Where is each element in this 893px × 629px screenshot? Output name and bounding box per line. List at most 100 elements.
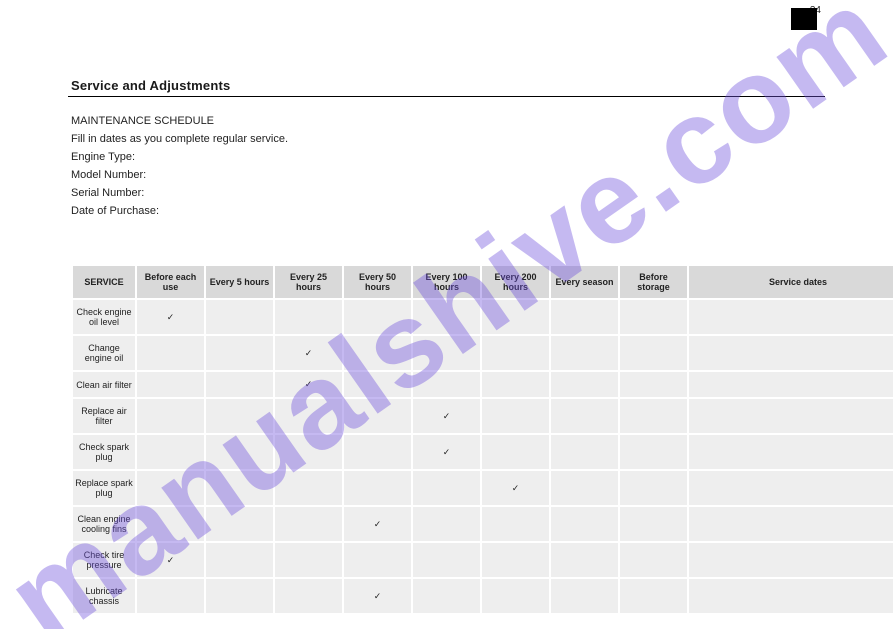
table-row: Clean engine cooling fins ✓ [73, 507, 893, 541]
table-row: Replace air filter ✓ [73, 399, 893, 433]
table-row: Lubricate chassis✓ [73, 579, 893, 613]
intro-line-3: Engine Type: [71, 148, 825, 166]
table-cell [413, 300, 480, 334]
table-cell [206, 336, 273, 370]
table-cell: Clean engine cooling fins [73, 507, 135, 541]
table-cell: ✓ [344, 579, 411, 613]
table-cell: ✓ [275, 372, 342, 397]
table-cell [344, 300, 411, 334]
table-cell [689, 543, 893, 577]
table-cell: ✓ [137, 543, 204, 577]
table-row: Clean air filter✓ [73, 372, 893, 397]
col-header: Every 50 hours [344, 266, 411, 298]
table-cell [413, 471, 480, 505]
table-cell [551, 372, 618, 397]
table-cell [689, 372, 893, 397]
table-cell [482, 579, 549, 613]
intro-line-6: Date of Purchase: [71, 202, 825, 220]
table-cell [275, 579, 342, 613]
table-cell [206, 579, 273, 613]
table-cell [482, 336, 549, 370]
intro-block: MAINTENANCE SCHEDULE Fill in dates as yo… [71, 112, 825, 220]
table-cell [413, 579, 480, 613]
table-row: Check spark plug ✓ [73, 435, 893, 469]
table-cell [344, 399, 411, 433]
col-header: SERVICE [73, 266, 135, 298]
table-cell: Change engine oil [73, 336, 135, 370]
table-cell [551, 300, 618, 334]
table-cell [275, 435, 342, 469]
table-cell [689, 399, 893, 433]
table-cell [137, 336, 204, 370]
table-cell: Check tire pressure [73, 543, 135, 577]
col-header: Before storage [620, 266, 687, 298]
table-cell [206, 435, 273, 469]
table-cell [689, 300, 893, 334]
table: SERVICE Before each use Every 5 hours Ev… [71, 264, 893, 615]
table-cell [551, 471, 618, 505]
table-cell [206, 300, 273, 334]
col-header: Before each use [137, 266, 204, 298]
table-cell [344, 435, 411, 469]
table-cell [137, 579, 204, 613]
maintenance-table: SERVICE Before each use Every 5 hours Ev… [71, 264, 890, 615]
table-cell [689, 336, 893, 370]
page-marker-block [791, 8, 817, 30]
table-cell [620, 507, 687, 541]
intro-line-4: Model Number: [71, 166, 825, 184]
table-cell [620, 471, 687, 505]
table-cell [551, 399, 618, 433]
col-header: Service dates [689, 266, 893, 298]
table-cell: Replace air filter [73, 399, 135, 433]
table-cell [275, 300, 342, 334]
col-header: Every 100 hours [413, 266, 480, 298]
table-cell [413, 543, 480, 577]
table-cell [206, 372, 273, 397]
table-cell [413, 336, 480, 370]
table-cell: ✓ [344, 507, 411, 541]
col-header: Every season [551, 266, 618, 298]
intro-line-2: Fill in dates as you complete regular se… [71, 130, 825, 148]
table-cell [482, 300, 549, 334]
intro-line-5: Serial Number: [71, 184, 825, 202]
table-cell [206, 543, 273, 577]
table-cell [620, 372, 687, 397]
table-header-row: SERVICE Before each use Every 5 hours Ev… [73, 266, 893, 298]
section-title: Service and Adjustments [71, 78, 230, 93]
intro-line-1: MAINTENANCE SCHEDULE [71, 112, 825, 130]
table-cell: ✓ [275, 336, 342, 370]
table-cell: ✓ [482, 471, 549, 505]
table-cell [137, 435, 204, 469]
table-cell [137, 471, 204, 505]
table-cell [413, 507, 480, 541]
table-cell [482, 399, 549, 433]
table-cell [482, 543, 549, 577]
table-cell [275, 543, 342, 577]
table-cell: ✓ [413, 435, 480, 469]
table-cell [137, 507, 204, 541]
table-row: Change engine oil ✓ [73, 336, 893, 370]
table-cell [482, 435, 549, 469]
table-cell [482, 372, 549, 397]
table-cell [689, 471, 893, 505]
table-cell [206, 471, 273, 505]
table-cell: ✓ [137, 300, 204, 334]
table-cell: Check engine oil level [73, 300, 135, 334]
table-row: Check engine oil level✓ [73, 300, 893, 334]
table-cell [137, 372, 204, 397]
table-cell [206, 399, 273, 433]
table-cell [551, 579, 618, 613]
table-cell [413, 372, 480, 397]
table-cell [620, 435, 687, 469]
col-header: Every 5 hours [206, 266, 273, 298]
horizontal-rule [68, 96, 825, 97]
table-cell: ✓ [413, 399, 480, 433]
table-cell [551, 435, 618, 469]
table-cell [344, 543, 411, 577]
table-cell: Check spark plug [73, 435, 135, 469]
table-cell [620, 579, 687, 613]
table-cell [551, 336, 618, 370]
table-cell [620, 543, 687, 577]
table-cell [689, 579, 893, 613]
table-cell [620, 399, 687, 433]
